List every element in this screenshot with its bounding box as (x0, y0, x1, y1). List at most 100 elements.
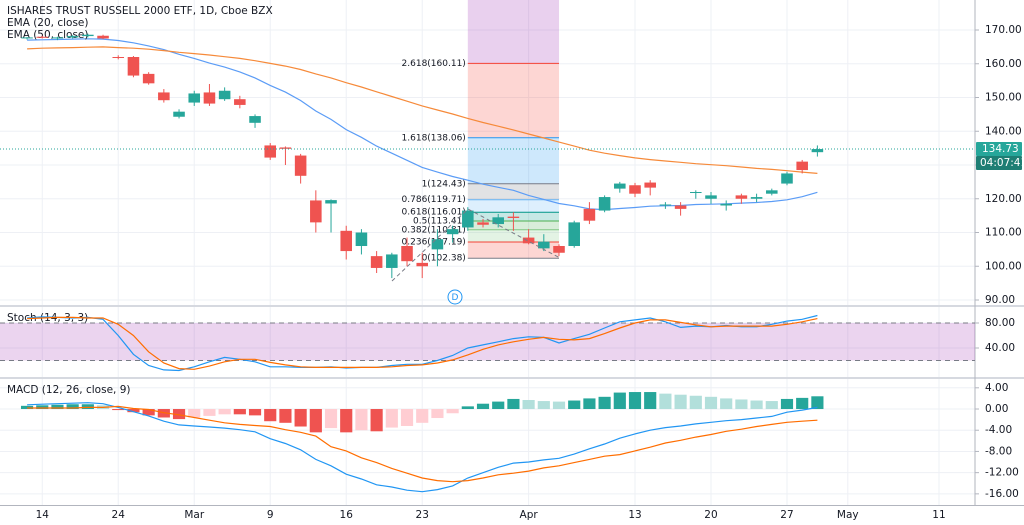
histogram-bar (492, 401, 505, 410)
fib-label: 0.786(119.71) (402, 195, 466, 205)
candle-body (66, 36, 79, 38)
histogram-bar (689, 395, 702, 410)
histogram-bar (613, 392, 626, 410)
histogram-bar (720, 398, 733, 410)
pane-title: MACD (12, 26, close, 9) (7, 384, 130, 396)
histogram-bar (431, 409, 444, 419)
candle-body (249, 116, 261, 123)
candle-body (386, 254, 398, 268)
candle-body (340, 230, 353, 252)
candle-body (82, 34, 94, 37)
histogram-bar (279, 409, 292, 423)
y-tick-label: 40.00 (985, 342, 1015, 354)
candle-body (173, 111, 185, 117)
candle-body (446, 229, 459, 235)
histogram-bar (112, 409, 125, 411)
candle-body (355, 232, 368, 247)
x-tick-label: 24 (112, 509, 126, 521)
x-tick-label: 16 (340, 509, 354, 521)
histogram-bar (66, 404, 79, 410)
candle-body (401, 246, 413, 262)
candle-body (811, 149, 824, 153)
candle-body (431, 239, 444, 250)
histogram-bar (309, 409, 322, 433)
histogram-bar (765, 401, 778, 410)
candle-body (690, 192, 702, 194)
histogram-bar (127, 409, 140, 413)
x-tick-label: 20 (704, 509, 717, 521)
y-tick-label: 110.00 (985, 227, 1022, 239)
fib-zone (467, 229, 560, 242)
histogram-bar (324, 409, 338, 429)
histogram-bar (294, 409, 307, 427)
fib-zone (467, 63, 560, 138)
candle-body (507, 216, 520, 218)
x-tick-label: 23 (416, 509, 429, 521)
candle-body (158, 92, 170, 101)
histogram-bar (537, 401, 550, 410)
histogram-bar (36, 405, 49, 410)
candle-body (614, 183, 626, 189)
indicator-line (27, 38, 818, 211)
candle-body (462, 210, 474, 228)
histogram-bar (370, 409, 383, 432)
candle-body (51, 37, 64, 39)
candle-body (370, 256, 383, 268)
histogram-bar (461, 406, 474, 410)
histogram-bar (188, 409, 201, 418)
y-tick-label: -4.00 (985, 424, 1012, 436)
histogram-bar (81, 404, 94, 410)
legend-entry: EMA (50, close) (7, 29, 89, 41)
candle-body (796, 161, 808, 171)
fib-label: 0(102.38) (422, 254, 466, 264)
histogram-bar (522, 400, 535, 410)
fib-label: 0.382(110.81) (402, 225, 466, 235)
histogram-bar (340, 409, 353, 433)
fib-label: 1(124.43) (422, 179, 466, 189)
candle-body (477, 222, 489, 225)
candle-body (188, 93, 201, 103)
x-tick-label: Mar (184, 509, 204, 521)
histogram-bar (811, 396, 824, 410)
candle-body (218, 90, 231, 100)
candle-body (492, 217, 504, 225)
last-price-box (976, 142, 1022, 157)
candle-body (97, 35, 109, 39)
histogram-bar (248, 409, 262, 416)
candle-body (36, 36, 49, 38)
y-tick-label: 120.00 (985, 193, 1022, 205)
candle-body (766, 190, 778, 194)
candle-body (522, 237, 535, 244)
candle-body (735, 195, 748, 199)
candle-body (720, 203, 732, 206)
y-tick-label: 170.00 (985, 24, 1022, 36)
candle-body (598, 197, 611, 211)
histogram-bar (203, 409, 216, 416)
y-tick-label: 90.00 (985, 294, 1015, 306)
candle-body (294, 155, 307, 176)
x-tick-label: 14 (36, 509, 50, 521)
event-marker-label: D (452, 293, 459, 303)
fib-label: 0.618(116.01) (402, 208, 466, 218)
x-tick-label: Apr (520, 509, 539, 521)
candle-body (264, 145, 277, 158)
histogram-bar (416, 409, 429, 423)
countdown-box (976, 156, 1022, 171)
y-tick-label: 0.00 (985, 403, 1008, 415)
histogram-bar (355, 409, 368, 431)
indicator-line (27, 402, 818, 493)
histogram-bar (400, 409, 414, 426)
histogram-bar (552, 401, 566, 410)
countdown-label: 04:07:41 (980, 157, 1024, 169)
histogram-bar (644, 392, 657, 410)
candle-body (781, 173, 793, 184)
candle-body (644, 182, 656, 188)
event-marker (447, 289, 463, 305)
candle-body (553, 246, 565, 253)
histogram-bar (476, 403, 490, 410)
candle-body (112, 57, 125, 59)
fib-zone (467, 183, 560, 200)
indicator-line (27, 46, 818, 174)
